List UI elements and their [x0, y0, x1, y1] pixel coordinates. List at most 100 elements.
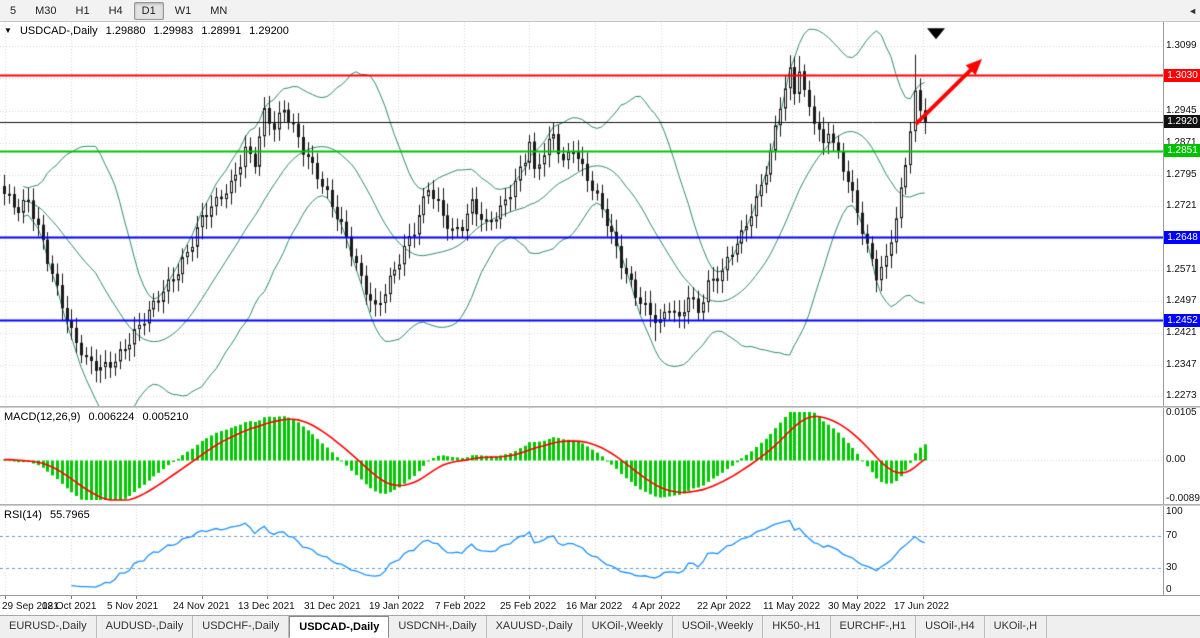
chart-tab-usdchf-daily[interactable]: USDCHF-,Daily: [193, 616, 290, 638]
panel-separator[interactable]: [0, 504, 1200, 506]
rsi-name: RSI(14): [4, 509, 42, 521]
price-line-badge: 1.3030: [1164, 69, 1200, 82]
time-axis-tick: [529, 596, 530, 599]
main-chart-panel: 1.3099 1.2945 1.2871 1.2795 1.2721 1.2571 1.24…: [0, 22, 1200, 406]
date-axis-label: 7 Feb 2022: [435, 601, 486, 612]
timeframe-button-d1[interactable]: D1: [133, 1, 164, 20]
time-axis-tick: [202, 596, 203, 599]
price-axis-label: 1.2347: [1166, 358, 1197, 370]
price-axis-label: 1.2571: [1166, 263, 1197, 275]
chart-tab-ukoil-h[interactable]: UKOil-,H: [985, 616, 1048, 638]
time-axis-tick: [136, 596, 137, 599]
time-axis-tick: [726, 596, 727, 599]
macd-signal-value: 0.005210: [142, 411, 189, 423]
time-axis-tick: [464, 596, 465, 599]
chart-tab-eurchf-h1[interactable]: EURCHF-,H1: [831, 616, 917, 638]
macd-main-value: 0.006224: [88, 411, 135, 423]
rsi-axis-label: 30: [1166, 562, 1178, 573]
rsi-axis-label: 0: [1166, 584, 1172, 595]
time-axis-tick: [857, 596, 858, 599]
timeframe-button-w1[interactable]: W1: [174, 4, 192, 17]
time-axis-tick: [661, 596, 662, 599]
rsi-canvas[interactable]: [0, 506, 1163, 595]
main-chart-canvas[interactable]: [0, 22, 1163, 406]
time-axis[interactable]: 29 Sep 2021 18 Oct 2021 5 Nov 2021 24 Nov 2…: [0, 595, 1200, 615]
price-line-badge: 1.2452: [1164, 314, 1200, 327]
date-axis-label: 24 Nov 2021: [173, 601, 230, 612]
collapse-arrow-icon[interactable]: ▼: [4, 26, 12, 35]
price-axis-label: 1.3099: [1166, 39, 1197, 51]
date-axis-label: 29 Sep 2021: [2, 601, 59, 612]
timeframe-button-h1[interactable]: H1: [75, 4, 90, 17]
rsi-axis-label: 70: [1166, 530, 1178, 541]
date-axis-label: 11 May 2022: [763, 601, 821, 612]
ohlc-open: 1.29880: [105, 25, 146, 37]
time-axis-tick: [398, 596, 399, 599]
chart-tab-xauusd-daily[interactable]: XAUUSD-,Daily: [487, 616, 583, 638]
rsi-value: 55.7965: [49, 509, 90, 521]
macd-axis-label: 0.00: [1166, 453, 1186, 465]
chart-tab-bar: EURUSD-,Daily AUDUSD-,Daily USDCHF-,Daily U…: [0, 615, 1200, 638]
chart-tab-usoil-h4[interactable]: USOil-,H4: [916, 616, 985, 638]
price-axis-label: 1.2273: [1166, 390, 1197, 402]
macd-label: MACD(12,26,9) 0.006224 0.005210: [4, 411, 193, 423]
rsi-label: RSI(14) 55.7965: [4, 509, 95, 521]
chart-tab-usdcnh-daily[interactable]: USDCNH-,Daily: [389, 616, 487, 638]
price-line-badge: 1.2851: [1164, 144, 1200, 157]
macd-axis: 0.0105 0.00 -0.0089: [1163, 408, 1200, 504]
date-axis-label: 25 Feb 2022: [500, 601, 557, 612]
chart-tab-usdcad-daily[interactable]: USDCAD-,Daily: [289, 616, 390, 638]
macd-axis-label: 0.0105: [1166, 407, 1197, 418]
date-axis-label: 5 Nov 2021: [107, 601, 159, 612]
rsi-panel: 100 70 30 0 RSI(14) 55.7965: [0, 506, 1200, 595]
chart-symbol-period: USDCAD-,Daily: [19, 25, 98, 37]
macd-panel: 0.0105 0.00 -0.0089 MACD(12,26,9) 0.006224…: [0, 408, 1200, 504]
panel-separator[interactable]: [0, 406, 1200, 408]
timeframe-button-h4[interactable]: H4: [108, 4, 123, 17]
macd-axis-label: -0.0089: [1166, 493, 1200, 504]
time-axis-tick: [595, 596, 596, 599]
date-axis-label: 30 May 2022: [828, 601, 886, 612]
chart-tab-usoil-weekly[interactable]: USOil-,Weekly: [673, 616, 764, 638]
timeframe-toolbar: 5 M30 H1 H4 D1 W1 MN: [0, 0, 1200, 22]
time-axis-tick: [5, 596, 6, 599]
price-axis-label: 1.2421: [1166, 327, 1197, 339]
ohlc-close: 1.29200: [249, 25, 289, 37]
ohlc-low: 1.28991: [201, 25, 242, 37]
timeframe-button-m30[interactable]: M30: [35, 4, 57, 17]
timeframe-button-5[interactable]: 5: [10, 4, 17, 17]
chart-tab-eurusd-daily[interactable]: EURUSD-,Daily: [0, 616, 97, 638]
price-axis-label: 1.2945: [1166, 105, 1197, 117]
time-axis-tick: [267, 596, 268, 599]
date-axis-label: 13 Dec 2021: [238, 601, 295, 612]
price-axis: 1.3099 1.2945 1.2871 1.2795 1.2721 1.2571 1.24…: [1163, 22, 1200, 406]
date-axis-label: 31 Dec 2021: [304, 601, 361, 612]
timeframe-button-mn[interactable]: MN: [210, 4, 228, 17]
time-axis-tick: [333, 596, 334, 599]
time-axis-tick: [71, 596, 72, 599]
time-axis-tick: [923, 596, 924, 599]
rsi-axis-label: 100: [1166, 506, 1183, 517]
chart-tab-audusd-daily[interactable]: AUDUSD-,Daily: [97, 616, 194, 638]
chart-tab-hk50-h1[interactable]: HK50-,H1: [763, 616, 831, 638]
chart-tab-ukoil-weekly[interactable]: UKOil-,Weekly: [583, 616, 673, 638]
price-line-badge: 1.2648: [1164, 231, 1200, 244]
tab-scroll-left-button[interactable]: ◄: [1188, 6, 1197, 16]
date-axis-label: 19 Jan 2022: [369, 601, 425, 612]
ohlc-high: 1.29983: [153, 25, 194, 37]
macd-name: MACD(12,26,9): [4, 411, 81, 423]
date-axis-label: 4 Apr 2022: [632, 601, 681, 612]
date-axis-label: 17 Jun 2022: [894, 601, 950, 612]
price-axis-label: 1.2871: [1166, 136, 1197, 148]
macd-canvas[interactable]: [0, 408, 1163, 504]
date-axis-label: 16 Mar 2022: [566, 601, 623, 612]
price-axis-label: 1.2721: [1166, 200, 1197, 212]
date-axis-label: 22 Apr 2022: [697, 601, 751, 612]
chart-title: ▼ USDCAD-,Daily 1.29880 1.29983 1.28991 …: [4, 25, 294, 37]
price-axis-label: 1.2497: [1166, 295, 1197, 307]
date-axis-label: 18 Oct 2021: [42, 601, 97, 612]
time-axis-tick: [792, 596, 793, 599]
rsi-axis: 100 70 30 0: [1163, 506, 1200, 595]
price-line-badge: 1.2920: [1164, 115, 1200, 128]
